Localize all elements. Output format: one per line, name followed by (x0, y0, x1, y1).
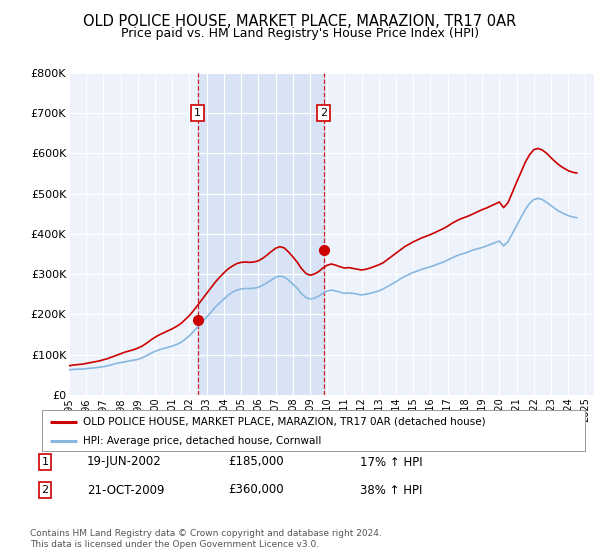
Text: OLD POLICE HOUSE, MARKET PLACE, MARAZION, TR17 0AR: OLD POLICE HOUSE, MARKET PLACE, MARAZION… (83, 14, 517, 29)
Text: OLD POLICE HOUSE, MARKET PLACE, MARAZION, TR17 0AR (detached house): OLD POLICE HOUSE, MARKET PLACE, MARAZION… (83, 417, 485, 427)
Text: 21-OCT-2009: 21-OCT-2009 (87, 483, 164, 497)
Bar (197, 73, 324, 395)
Text: 2: 2 (41, 485, 49, 495)
Text: 17% ↑ HPI: 17% ↑ HPI (360, 455, 422, 469)
Text: 19-JUN-2002: 19-JUN-2002 (87, 455, 162, 469)
Text: 1: 1 (41, 457, 49, 467)
Text: Price paid vs. HM Land Registry's House Price Index (HPI): Price paid vs. HM Land Registry's House … (121, 27, 479, 40)
Text: 2: 2 (320, 108, 328, 118)
Text: 38% ↑ HPI: 38% ↑ HPI (360, 483, 422, 497)
Text: £185,000: £185,000 (228, 455, 284, 469)
Text: HPI: Average price, detached house, Cornwall: HPI: Average price, detached house, Corn… (83, 436, 321, 446)
Text: Contains HM Land Registry data © Crown copyright and database right 2024.
This d: Contains HM Land Registry data © Crown c… (30, 529, 382, 549)
Text: £360,000: £360,000 (228, 483, 284, 497)
Text: 1: 1 (194, 108, 201, 118)
